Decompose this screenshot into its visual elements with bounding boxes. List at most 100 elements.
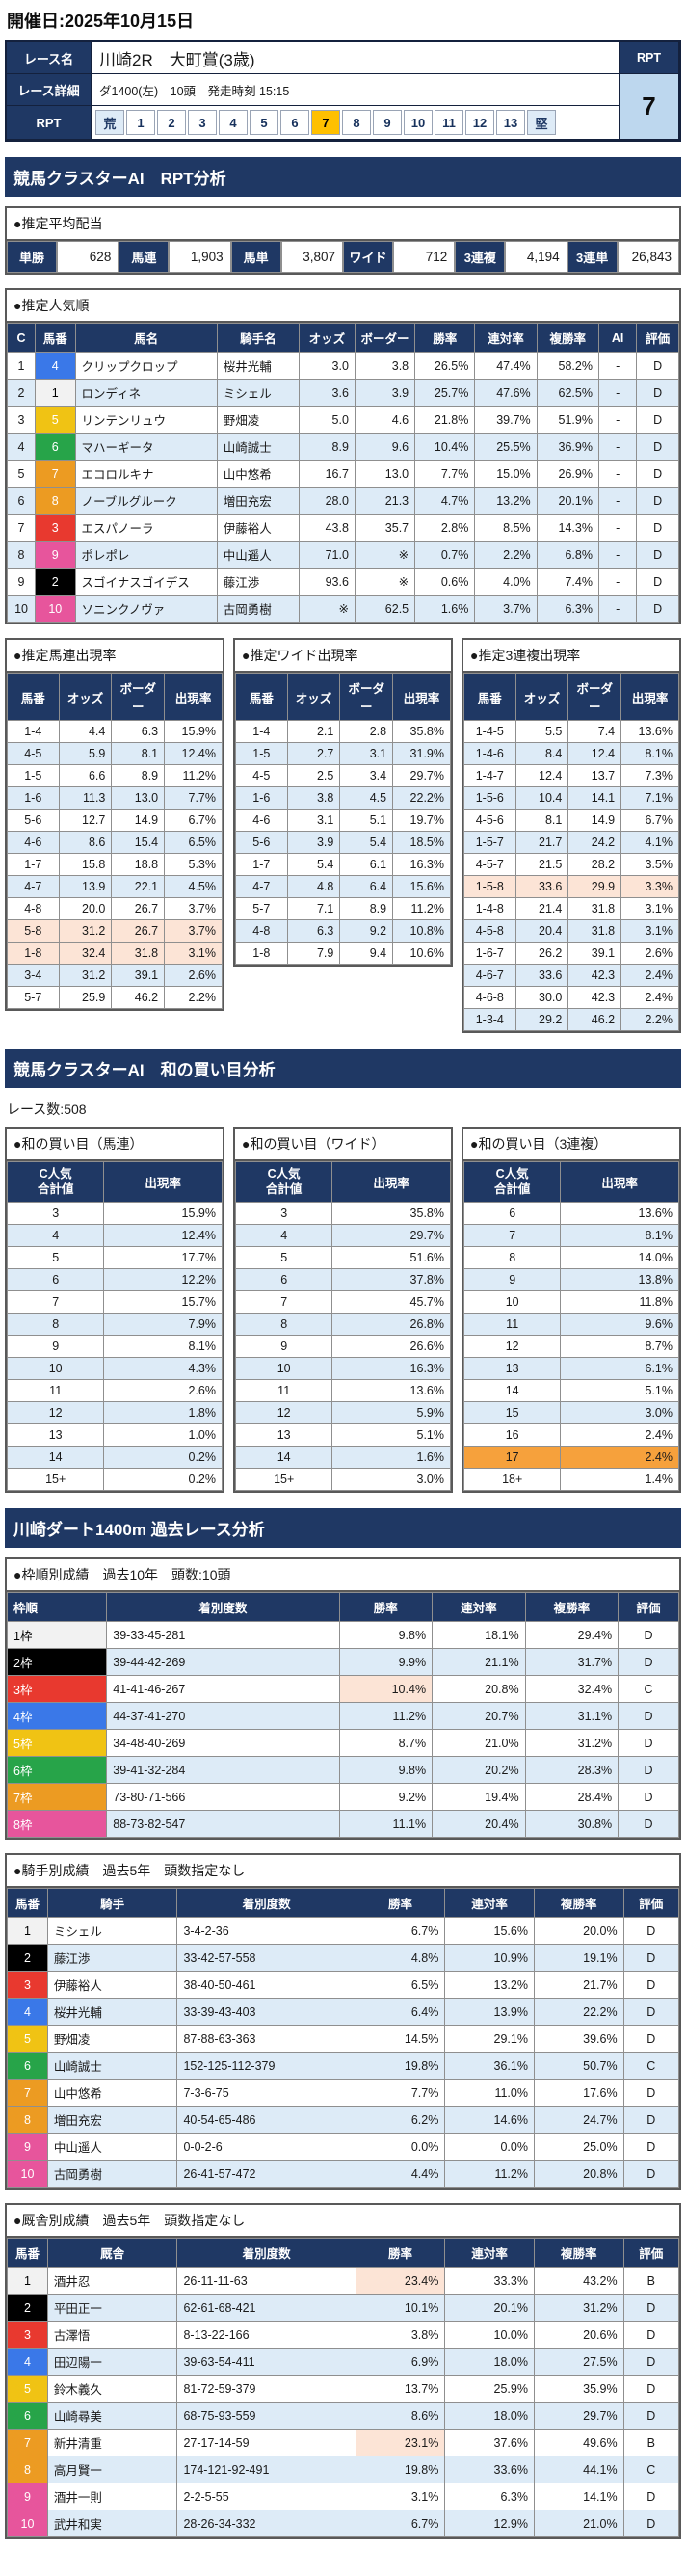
cell-ren: 3.7% <box>474 595 538 623</box>
cell-rate: 17.7% <box>103 1246 223 1270</box>
header-row: C人気 合計値 出現率 <box>462 1160 679 1204</box>
cell-win: 4.7% <box>414 487 476 515</box>
cell-waku: 4枠 <box>6 1702 108 1731</box>
cell-eval: D <box>622 2106 680 2135</box>
cell-sum: 11 <box>6 1379 105 1403</box>
table-row: 2 平田正一 62-61-68-421 10.1% 20.1% 31.2% D <box>7 2294 680 2323</box>
cell-sum: 11 <box>234 1379 333 1403</box>
cell-rate: 5.1% <box>560 1379 679 1403</box>
payout-title: ●推定平均配当 <box>7 208 679 241</box>
column-header: オッズ <box>58 673 113 721</box>
cell-odds: 3.0 <box>298 352 356 380</box>
umaren-table-head: 馬番 オッズ ボーダー 出現率 <box>7 673 223 721</box>
estimated-rate-tables: ●推定馬連出現率 馬番 オッズ ボーダー 出現率 1-4 4.4 6.3 15.9% 4-5 5… <box>5 638 681 1033</box>
sanrenpuku-rate-box: ●推定3連複出現率 馬番 オッズ ボーダー 出現率 1-4-5 5.5 7.4 13.6% 1… <box>462 638 681 1033</box>
table-row: 1 酒井忍 26-11-11-63 23.4% 33.3% 43.2% B <box>7 2267 680 2296</box>
cell-name: リンテンリュウ <box>74 406 218 434</box>
cell-border: 5.1 <box>339 809 394 832</box>
cell-num: 1 <box>7 1917 48 1946</box>
cell-rate: 2.4% <box>620 964 679 987</box>
cell-name: マハーギータ <box>74 433 218 461</box>
table-row: 1 ミシェル 3-4-2-36 6.7% 15.6% 20.0% D <box>7 1917 680 1946</box>
cell-odds: 15.8 <box>58 853 113 876</box>
cell-odds: 33.6 <box>514 964 569 987</box>
cell-jockey: 増田充宏 <box>216 487 300 515</box>
cell-odds: 33.6 <box>514 875 569 898</box>
wa-kaime-tables: ●和の買い目（馬連） C人気 合計値 出現率 3 15.9% 4 12.4% 5 17.7%… <box>5 1127 681 1494</box>
table-row: 1-5-6 10.4 14.1 7.1% <box>463 786 679 810</box>
rpt-scale-cell: 3 <box>188 110 217 135</box>
cell-sum: 6 <box>234 1268 333 1292</box>
cell-rec: 152-125-112-379 <box>176 2052 356 2081</box>
cell-sum: 12 <box>6 1401 105 1425</box>
cell-eval: D <box>636 514 679 542</box>
table-row: 5 7 エコロルキナ 山中悠希 16.7 13.0 7.7% 15.0% 26.9% - D <box>6 460 679 488</box>
cell-eval: D <box>622 2483 680 2511</box>
cell-pair: 4-8 <box>7 897 60 920</box>
cell-fuku: 28.4% <box>524 1783 620 1812</box>
kishu-title: ●騎手別成績 過去5年 頭数指定なし <box>7 1855 679 1889</box>
cell-ai: - <box>597 487 638 515</box>
cell-waku: 7枠 <box>6 1783 108 1812</box>
sanrenpuku-table-head: 馬番 オッズ ボーダー 出現率 <box>463 673 679 721</box>
cell-num: 2 <box>35 568 76 596</box>
cell-rate: 37.8% <box>331 1268 451 1292</box>
cell-odds: 8.9 <box>298 433 356 461</box>
cell-rate: 26.6% <box>331 1335 451 1359</box>
table-row: 4-6-7 33.6 42.3 2.4% <box>463 964 679 987</box>
cell-rec: 26-41-57-472 <box>176 2160 356 2189</box>
table-row: 3 5 リンテンリュウ 野畑凌 5.0 4.6 21.8% 39.7% 51.9% - D <box>6 406 679 434</box>
cell-pair: 5-7 <box>7 986 60 1009</box>
table-row: 11 13.6% <box>234 1379 451 1403</box>
cell-win: 13.7% <box>355 2375 446 2403</box>
cell-rec: 40-54-65-486 <box>176 2106 356 2135</box>
column-header: 勝率 <box>355 2238 446 2269</box>
cell-rate: 26.8% <box>331 1313 451 1337</box>
table-row: 8 高月賢一 174-121-92-491 19.8% 33.6% 44.1% C <box>7 2456 680 2484</box>
rpt-scale-cell: 4 <box>219 110 248 135</box>
cell-fuku: 28.3% <box>524 1756 620 1785</box>
table-row: 7 15.7% <box>6 1290 223 1315</box>
cell-win: 4.8% <box>355 1944 446 1973</box>
cell-ai: - <box>597 568 638 596</box>
column-header: 複勝率 <box>536 323 599 353</box>
cell-eval: D <box>636 487 679 515</box>
cell-name: ロンディネ <box>74 379 218 407</box>
cell-odds: 8.4 <box>514 742 569 765</box>
table-row: 4-7 4.8 6.4 15.6% <box>235 875 451 898</box>
cell-odds: 31.2 <box>58 919 113 943</box>
cell-jockey: 古岡勇樹 <box>46 2160 178 2189</box>
cell-fuku: 6.8% <box>536 541 599 569</box>
cell-ren: 20.8% <box>432 1675 526 1704</box>
cell-ren: 33.6% <box>444 2456 535 2484</box>
event-date: 開催日:2025年10月15日 <box>7 12 195 31</box>
cell-win: 14.5% <box>355 2025 446 2054</box>
table-row: 4-5 5.9 8.1 12.4% <box>7 742 223 765</box>
cell-fuku: 29.7% <box>533 2402 624 2430</box>
cell-jockey: 山中悠希 <box>216 460 300 488</box>
table-row: 7 山中悠希 7-3-6-75 7.7% 11.0% 17.6% D <box>7 2079 680 2108</box>
column-header: 評価 <box>622 2238 680 2269</box>
cell-jockey: 古岡勇樹 <box>216 595 300 623</box>
cell-odds: 3.8 <box>286 786 341 810</box>
cell-trainer: 鈴木義久 <box>46 2375 178 2403</box>
column-header: 連対率 <box>444 2238 535 2269</box>
cell-win: 8.7% <box>338 1729 434 1758</box>
cell-pair: 1-6-7 <box>463 942 516 965</box>
cell-ai: - <box>597 379 638 407</box>
cell-border: 14.9 <box>567 809 622 832</box>
cell-odds: 10.4 <box>514 786 569 810</box>
table-row: 2 藤江渉 33-42-57-558 4.8% 10.9% 19.1% D <box>7 1944 680 1973</box>
cell-sum: 12 <box>234 1401 333 1425</box>
cell-rec: 68-75-93-559 <box>176 2402 356 2430</box>
cell-sum: 10 <box>6 1357 105 1381</box>
cell-border: 21.3 <box>354 487 416 515</box>
cell-trainer: 酒井一則 <box>46 2483 178 2511</box>
cell-ren: 25.9% <box>444 2375 535 2403</box>
cell-rec: 39-44-42-269 <box>106 1648 340 1677</box>
cell-trainer: 古澤悟 <box>46 2321 178 2350</box>
cell-border: 6.3 <box>111 720 166 743</box>
header-row: 馬番 厩舎 着別度数 勝率 連対率 複勝率 評価 <box>7 2238 680 2269</box>
cell-odds: 93.6 <box>298 568 356 596</box>
payout-label: 馬連 <box>119 241 170 273</box>
